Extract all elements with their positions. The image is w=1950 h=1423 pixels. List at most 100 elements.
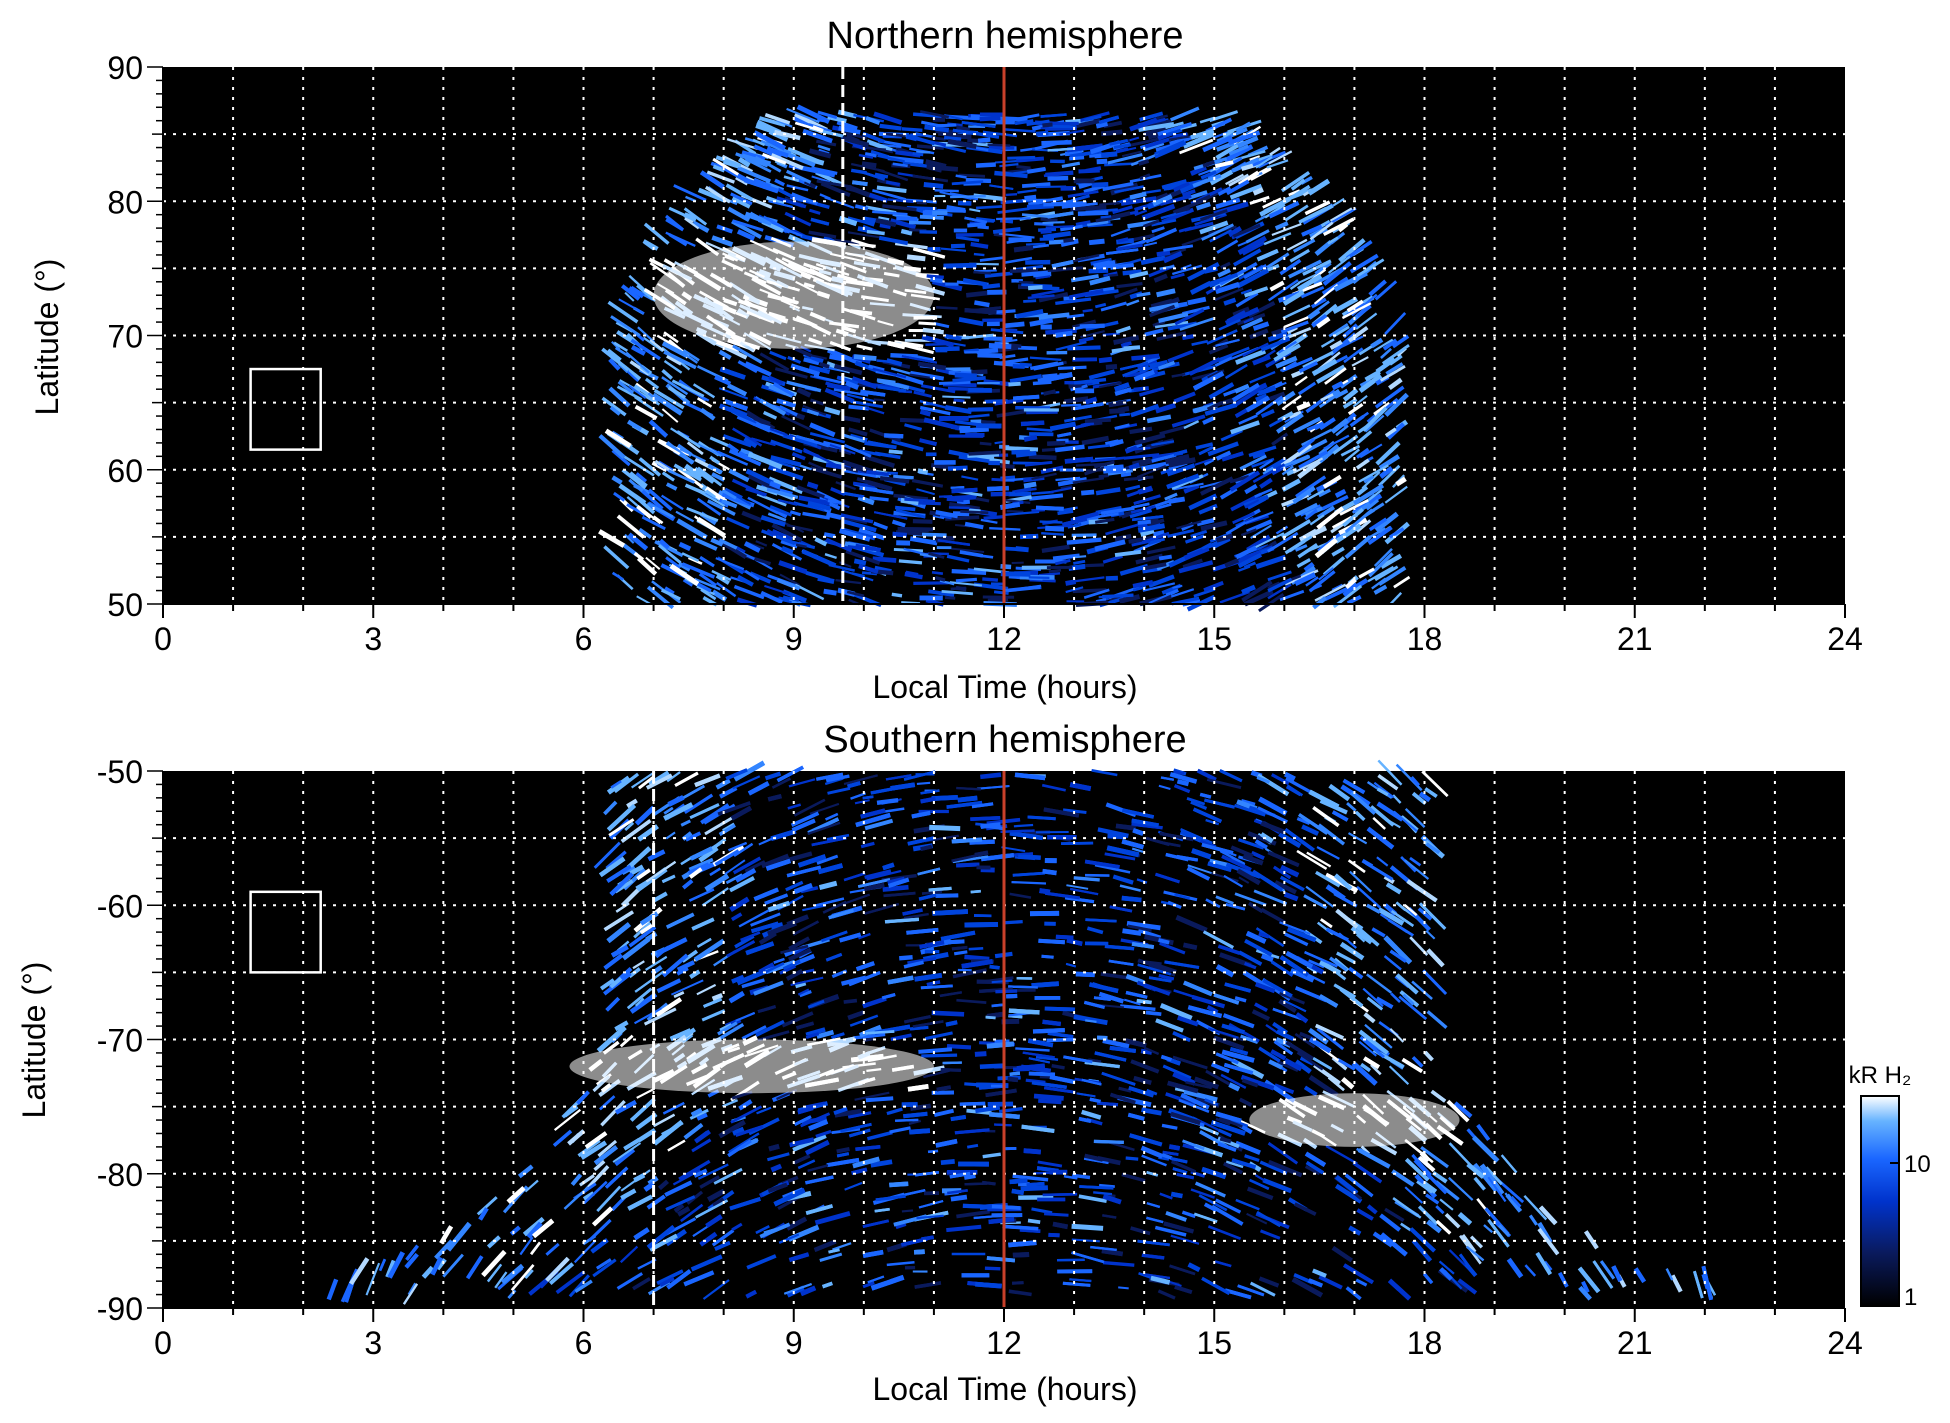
emission-streak — [1120, 1004, 1156, 1011]
emission-streak — [738, 450, 752, 460]
emission-streak — [935, 1138, 958, 1148]
emission-streak — [956, 125, 971, 132]
emission-streak — [1076, 1092, 1096, 1098]
emission-streak — [803, 449, 820, 459]
emission-streak — [946, 800, 983, 809]
emission-streak — [1347, 326, 1369, 343]
emission-streak — [1453, 1101, 1473, 1119]
emission-streak — [753, 980, 784, 996]
emission-streak — [862, 131, 886, 144]
emission-streak — [825, 537, 853, 553]
emission-streak — [779, 964, 796, 975]
emission-streak — [824, 406, 841, 416]
emission-streak — [1105, 523, 1139, 536]
emission-streak — [1117, 237, 1129, 243]
emission-streak — [1136, 464, 1167, 479]
emission-streak — [1017, 188, 1037, 194]
emission-streak — [636, 556, 658, 576]
emission-streak — [959, 426, 989, 434]
emission-streak — [1417, 1155, 1436, 1173]
emission-streak — [1129, 508, 1153, 519]
emission-streak — [729, 875, 755, 893]
emission-streak — [1042, 231, 1072, 240]
emission-streak — [1438, 1260, 1455, 1275]
emission-streak — [402, 1283, 419, 1305]
emission-streak — [844, 1181, 863, 1191]
emission-streak — [1252, 321, 1270, 331]
emission-streak — [588, 1218, 612, 1242]
emission-streak — [1274, 221, 1289, 231]
emission-streak — [767, 900, 791, 913]
emission-streak — [1284, 204, 1309, 222]
emission-streak — [669, 1028, 692, 1042]
emission-streak — [835, 481, 856, 491]
emission-streak — [1057, 432, 1072, 438]
emission-streak — [917, 468, 929, 475]
emission-streak — [1363, 1012, 1376, 1024]
emission-streak — [1425, 842, 1441, 855]
emission-streak — [624, 533, 635, 544]
emission-streak — [635, 472, 647, 483]
emission-streak — [1048, 568, 1062, 574]
emission-streak — [1142, 582, 1176, 592]
emission-streak — [848, 971, 881, 987]
emission-streak — [744, 860, 766, 873]
emission-streak — [800, 886, 819, 894]
emission-streak — [1004, 256, 1033, 264]
emission-streak — [981, 420, 996, 424]
emission-streak — [760, 590, 784, 605]
emission-streak — [1095, 211, 1131, 224]
emission-streak — [613, 772, 640, 794]
emission-streak — [1169, 135, 1193, 146]
emission-streak — [904, 571, 923, 580]
emission-streak — [942, 1061, 962, 1065]
emission-streak — [1234, 803, 1266, 817]
emission-streak — [646, 502, 674, 519]
emission-streak — [1147, 537, 1166, 546]
emission-streak — [1411, 980, 1433, 1000]
emission-streak — [1097, 827, 1129, 839]
emission-streak — [896, 216, 918, 221]
emission-streak — [1031, 1207, 1053, 1215]
emission-streak — [787, 803, 802, 810]
emission-streak — [1068, 383, 1082, 389]
emission-streak — [1177, 301, 1188, 308]
emission-streak — [859, 449, 881, 457]
emission-streak — [979, 115, 1001, 122]
emission-streak — [862, 171, 886, 181]
emission-streak — [1194, 1076, 1219, 1090]
emission-streak — [1284, 771, 1296, 782]
emission-streak — [902, 343, 934, 355]
emission-streak — [1008, 381, 1021, 387]
emission-streak — [633, 1173, 646, 1183]
emission-streak — [1081, 563, 1104, 568]
emission-streak — [790, 363, 820, 377]
emission-streak — [969, 839, 995, 845]
emission-streak — [1077, 210, 1109, 217]
emission-streak — [1220, 429, 1243, 442]
emission-streak — [1219, 1136, 1232, 1144]
emission-streak — [766, 146, 789, 158]
emission-streak — [685, 831, 702, 842]
emission-streak — [1083, 588, 1110, 599]
emission-streak — [631, 771, 656, 789]
emission-streak — [1304, 1165, 1321, 1176]
emission-streak — [930, 276, 943, 284]
emission-streak — [788, 778, 816, 788]
emission-streak — [1122, 269, 1142, 276]
emission-streak — [1159, 425, 1186, 436]
emission-streak — [1008, 1008, 1040, 1015]
emission-streak — [678, 1159, 711, 1181]
emission-streak — [583, 1180, 608, 1205]
emission-streak — [1313, 1063, 1341, 1085]
emission-streak — [1346, 299, 1364, 313]
emission-streak — [958, 173, 986, 178]
emission-streak — [1448, 1177, 1474, 1201]
emission-streak — [1320, 393, 1334, 402]
emission-streak — [1359, 1036, 1385, 1059]
emission-streak — [1409, 1227, 1436, 1253]
emission-streak — [887, 876, 905, 885]
emission-streak — [827, 115, 847, 124]
emission-streak — [1126, 299, 1140, 307]
emission-streak — [773, 957, 785, 964]
